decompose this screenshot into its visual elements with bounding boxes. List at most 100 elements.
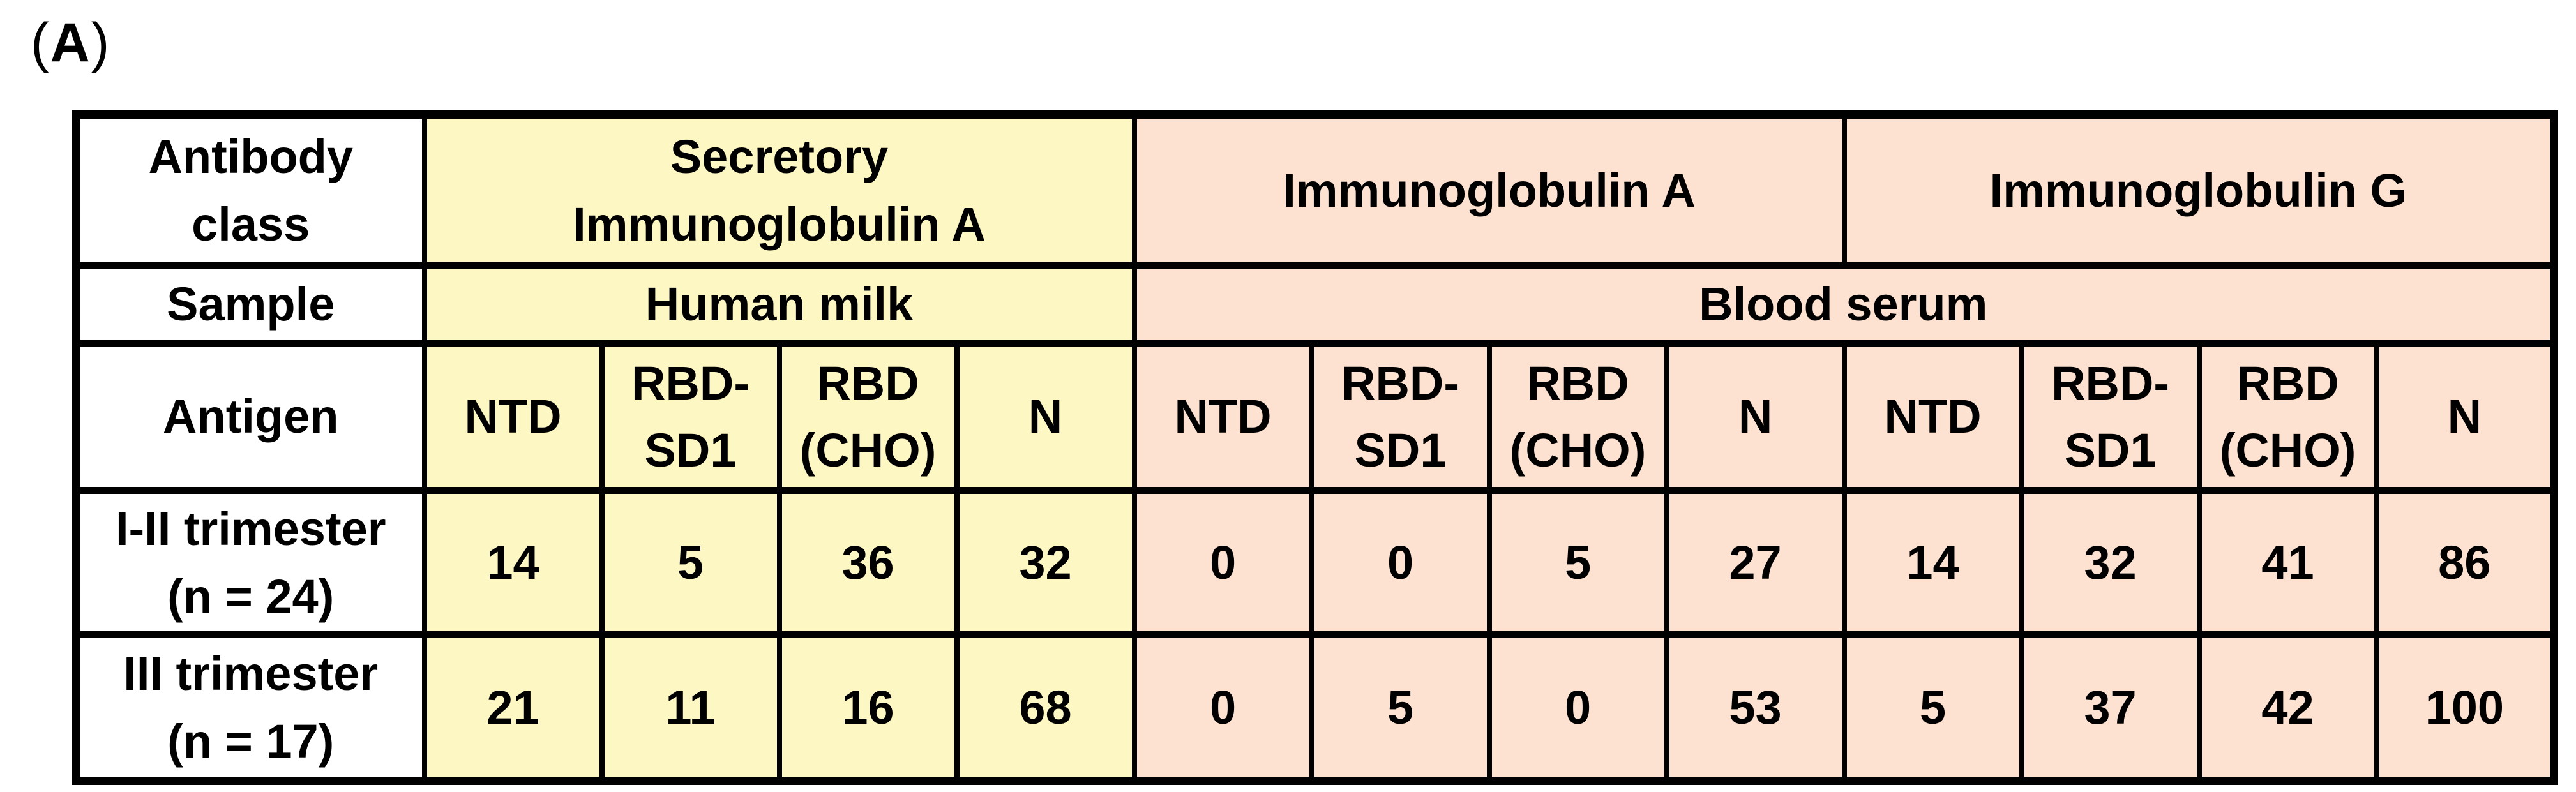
value-text: 0 bbox=[1387, 535, 1414, 589]
value-text: 16 bbox=[841, 680, 894, 734]
value-cell: 0 bbox=[1131, 631, 1314, 784]
row-header-trimester-1-2-line2: (n = 24) bbox=[167, 569, 335, 623]
antigen-header-text-line2: SD1 bbox=[1354, 424, 1447, 477]
antigen-header-text-line1: RBD- bbox=[631, 356, 749, 410]
value-cell: 5 bbox=[1309, 631, 1492, 784]
row-header-trimester-1-2: I-II trimester (n = 24) bbox=[73, 487, 427, 638]
antigen-header-text-line1: RBD- bbox=[2051, 356, 2170, 410]
row-header-trimester-1-2-line1: I-II trimester bbox=[115, 502, 386, 556]
value-cell: 5 bbox=[1841, 631, 2024, 784]
value-cell: 41 bbox=[2196, 487, 2379, 638]
antigen-header-iga-rbd-sd1: RBD- SD1 bbox=[1309, 340, 1492, 494]
table-row-trimester-1-2: I-II trimester (n = 24) 14 5 36 32 0 0 5 … bbox=[73, 487, 2557, 638]
value-text: 100 bbox=[2425, 680, 2504, 734]
value-text: 27 bbox=[1729, 535, 1782, 589]
section-header-secretory-iga-line2: Immunoglobulin A bbox=[573, 197, 986, 251]
value-cell: 14 bbox=[421, 487, 605, 638]
value-text: 11 bbox=[665, 680, 716, 734]
antigen-header-igg-rbd-sd1: RBD- SD1 bbox=[2019, 340, 2202, 494]
section-header-secretory-iga: Secretory Immunoglobulin A bbox=[421, 111, 1137, 269]
value-text: 36 bbox=[841, 535, 894, 589]
row-header-trimester-3: III trimester (n = 17) bbox=[73, 631, 427, 784]
row-header-antibody-class-line2: class bbox=[192, 197, 310, 251]
antigen-header-text: NTD bbox=[464, 390, 562, 444]
value-text: 53 bbox=[1729, 680, 1782, 734]
value-cell: 27 bbox=[1664, 487, 1847, 638]
value-text: 14 bbox=[486, 535, 539, 589]
row-header-antibody-class-line1: Antibody bbox=[148, 130, 354, 184]
section-header-igg: Immunoglobulin G bbox=[1841, 111, 2557, 269]
antigen-header-text: NTD bbox=[1884, 390, 1982, 444]
value-text: 5 bbox=[1564, 535, 1592, 589]
value-cell: 100 bbox=[2374, 631, 2557, 784]
antigen-header-iga-n: N bbox=[1664, 340, 1847, 494]
sample-cell-blood-serum-label: Blood serum bbox=[1699, 278, 1988, 331]
value-text: 86 bbox=[2438, 535, 2491, 589]
antigen-header-igg-rbd-cho: RBD (CHO) bbox=[2196, 340, 2379, 494]
antigen-header-text-line2: (CHO) bbox=[799, 424, 937, 477]
value-cell: 16 bbox=[776, 631, 960, 784]
value-text: 0 bbox=[1564, 680, 1592, 734]
table-row-antibody-class: Antibody class Secretory Immunoglobulin A … bbox=[73, 111, 2557, 269]
antigen-header-text-line1: RBD- bbox=[1341, 356, 1460, 410]
value-text: 5 bbox=[677, 535, 704, 589]
value-cell: 86 bbox=[2374, 487, 2557, 638]
value-text: 37 bbox=[2084, 680, 2137, 734]
section-header-igg-label: Immunoglobulin G bbox=[1989, 163, 2407, 217]
value-cell: 14 bbox=[1841, 487, 2024, 638]
antigen-header-text: N bbox=[2447, 390, 2482, 444]
value-cell: 21 bbox=[421, 631, 605, 784]
row-header-sample: Sample bbox=[73, 262, 427, 347]
panel-label-open-paren: ( bbox=[31, 12, 50, 73]
value-text: 21 bbox=[486, 680, 539, 734]
table-row-trimester-3: III trimester (n = 17) 21 11 16 68 0 5 0 … bbox=[73, 631, 2557, 784]
antigen-header-milk-rbd-sd1: RBD- SD1 bbox=[599, 340, 782, 494]
value-text: 32 bbox=[2084, 535, 2137, 589]
antigen-header-text-line2: SD1 bbox=[2064, 424, 2157, 477]
antigen-header-text-line1: RBD bbox=[2236, 356, 2339, 410]
antigen-header-milk-ntd: NTD bbox=[421, 340, 605, 494]
value-cell: 37 bbox=[2019, 631, 2202, 784]
section-header-secretory-iga-line1: Secretory bbox=[670, 130, 889, 184]
value-text: 68 bbox=[1019, 680, 1072, 734]
value-text: 32 bbox=[1019, 535, 1072, 589]
panel-label: (A) bbox=[31, 11, 110, 75]
antigen-header-text: N bbox=[1738, 390, 1773, 444]
table-row-sample: Sample Human milk Blood serum bbox=[73, 262, 2557, 347]
antigen-header-igg-n: N bbox=[2374, 340, 2557, 494]
section-header-iga: Immunoglobulin A bbox=[1131, 111, 1847, 269]
antigen-header-iga-ntd: NTD bbox=[1131, 340, 1314, 494]
sample-cell-human-milk-label: Human milk bbox=[645, 278, 914, 331]
antigen-header-igg-ntd: NTD bbox=[1841, 340, 2024, 494]
antigen-header-text-line2: SD1 bbox=[644, 424, 737, 477]
panel-label-letter: A bbox=[50, 12, 91, 73]
value-cell: 32 bbox=[2019, 487, 2202, 638]
value-text: 14 bbox=[1906, 535, 1959, 589]
value-text: 42 bbox=[2261, 680, 2314, 734]
value-text: 5 bbox=[1919, 680, 1947, 734]
table-row-antigen: Antigen NTD RBD- SD1 RBD (CHO) N NTD RBD- S… bbox=[73, 340, 2557, 494]
value-cell: 68 bbox=[954, 631, 1137, 784]
section-header-iga-label: Immunoglobulin A bbox=[1283, 163, 1696, 217]
value-cell: 5 bbox=[599, 487, 782, 638]
value-text: 0 bbox=[1209, 535, 1237, 589]
antigen-header-milk-rbd-cho: RBD (CHO) bbox=[776, 340, 960, 494]
row-header-antigen: Antigen bbox=[73, 340, 427, 494]
row-header-trimester-3-line1: III trimester bbox=[123, 647, 379, 701]
antigen-header-milk-n: N bbox=[954, 340, 1137, 494]
row-header-antibody-class: Antibody class bbox=[73, 111, 427, 269]
antigen-header-text-line2: (CHO) bbox=[1509, 424, 1646, 477]
panel-label-close-paren: ) bbox=[91, 12, 111, 73]
value-cell: 11 bbox=[599, 631, 782, 784]
row-header-sample-label: Sample bbox=[167, 278, 335, 331]
sample-cell-blood-serum: Blood serum bbox=[1131, 262, 2557, 347]
value-cell: 5 bbox=[1486, 487, 1669, 638]
antigen-header-text: N bbox=[1028, 390, 1063, 444]
antigen-header-text-line1: RBD bbox=[1526, 356, 1629, 410]
antigen-header-text: NTD bbox=[1174, 390, 1272, 444]
value-cell: 0 bbox=[1131, 487, 1314, 638]
antigen-header-iga-rbd-cho: RBD (CHO) bbox=[1486, 340, 1669, 494]
row-header-trimester-3-line2: (n = 17) bbox=[167, 714, 335, 768]
antigen-header-text-line1: RBD bbox=[817, 356, 919, 410]
